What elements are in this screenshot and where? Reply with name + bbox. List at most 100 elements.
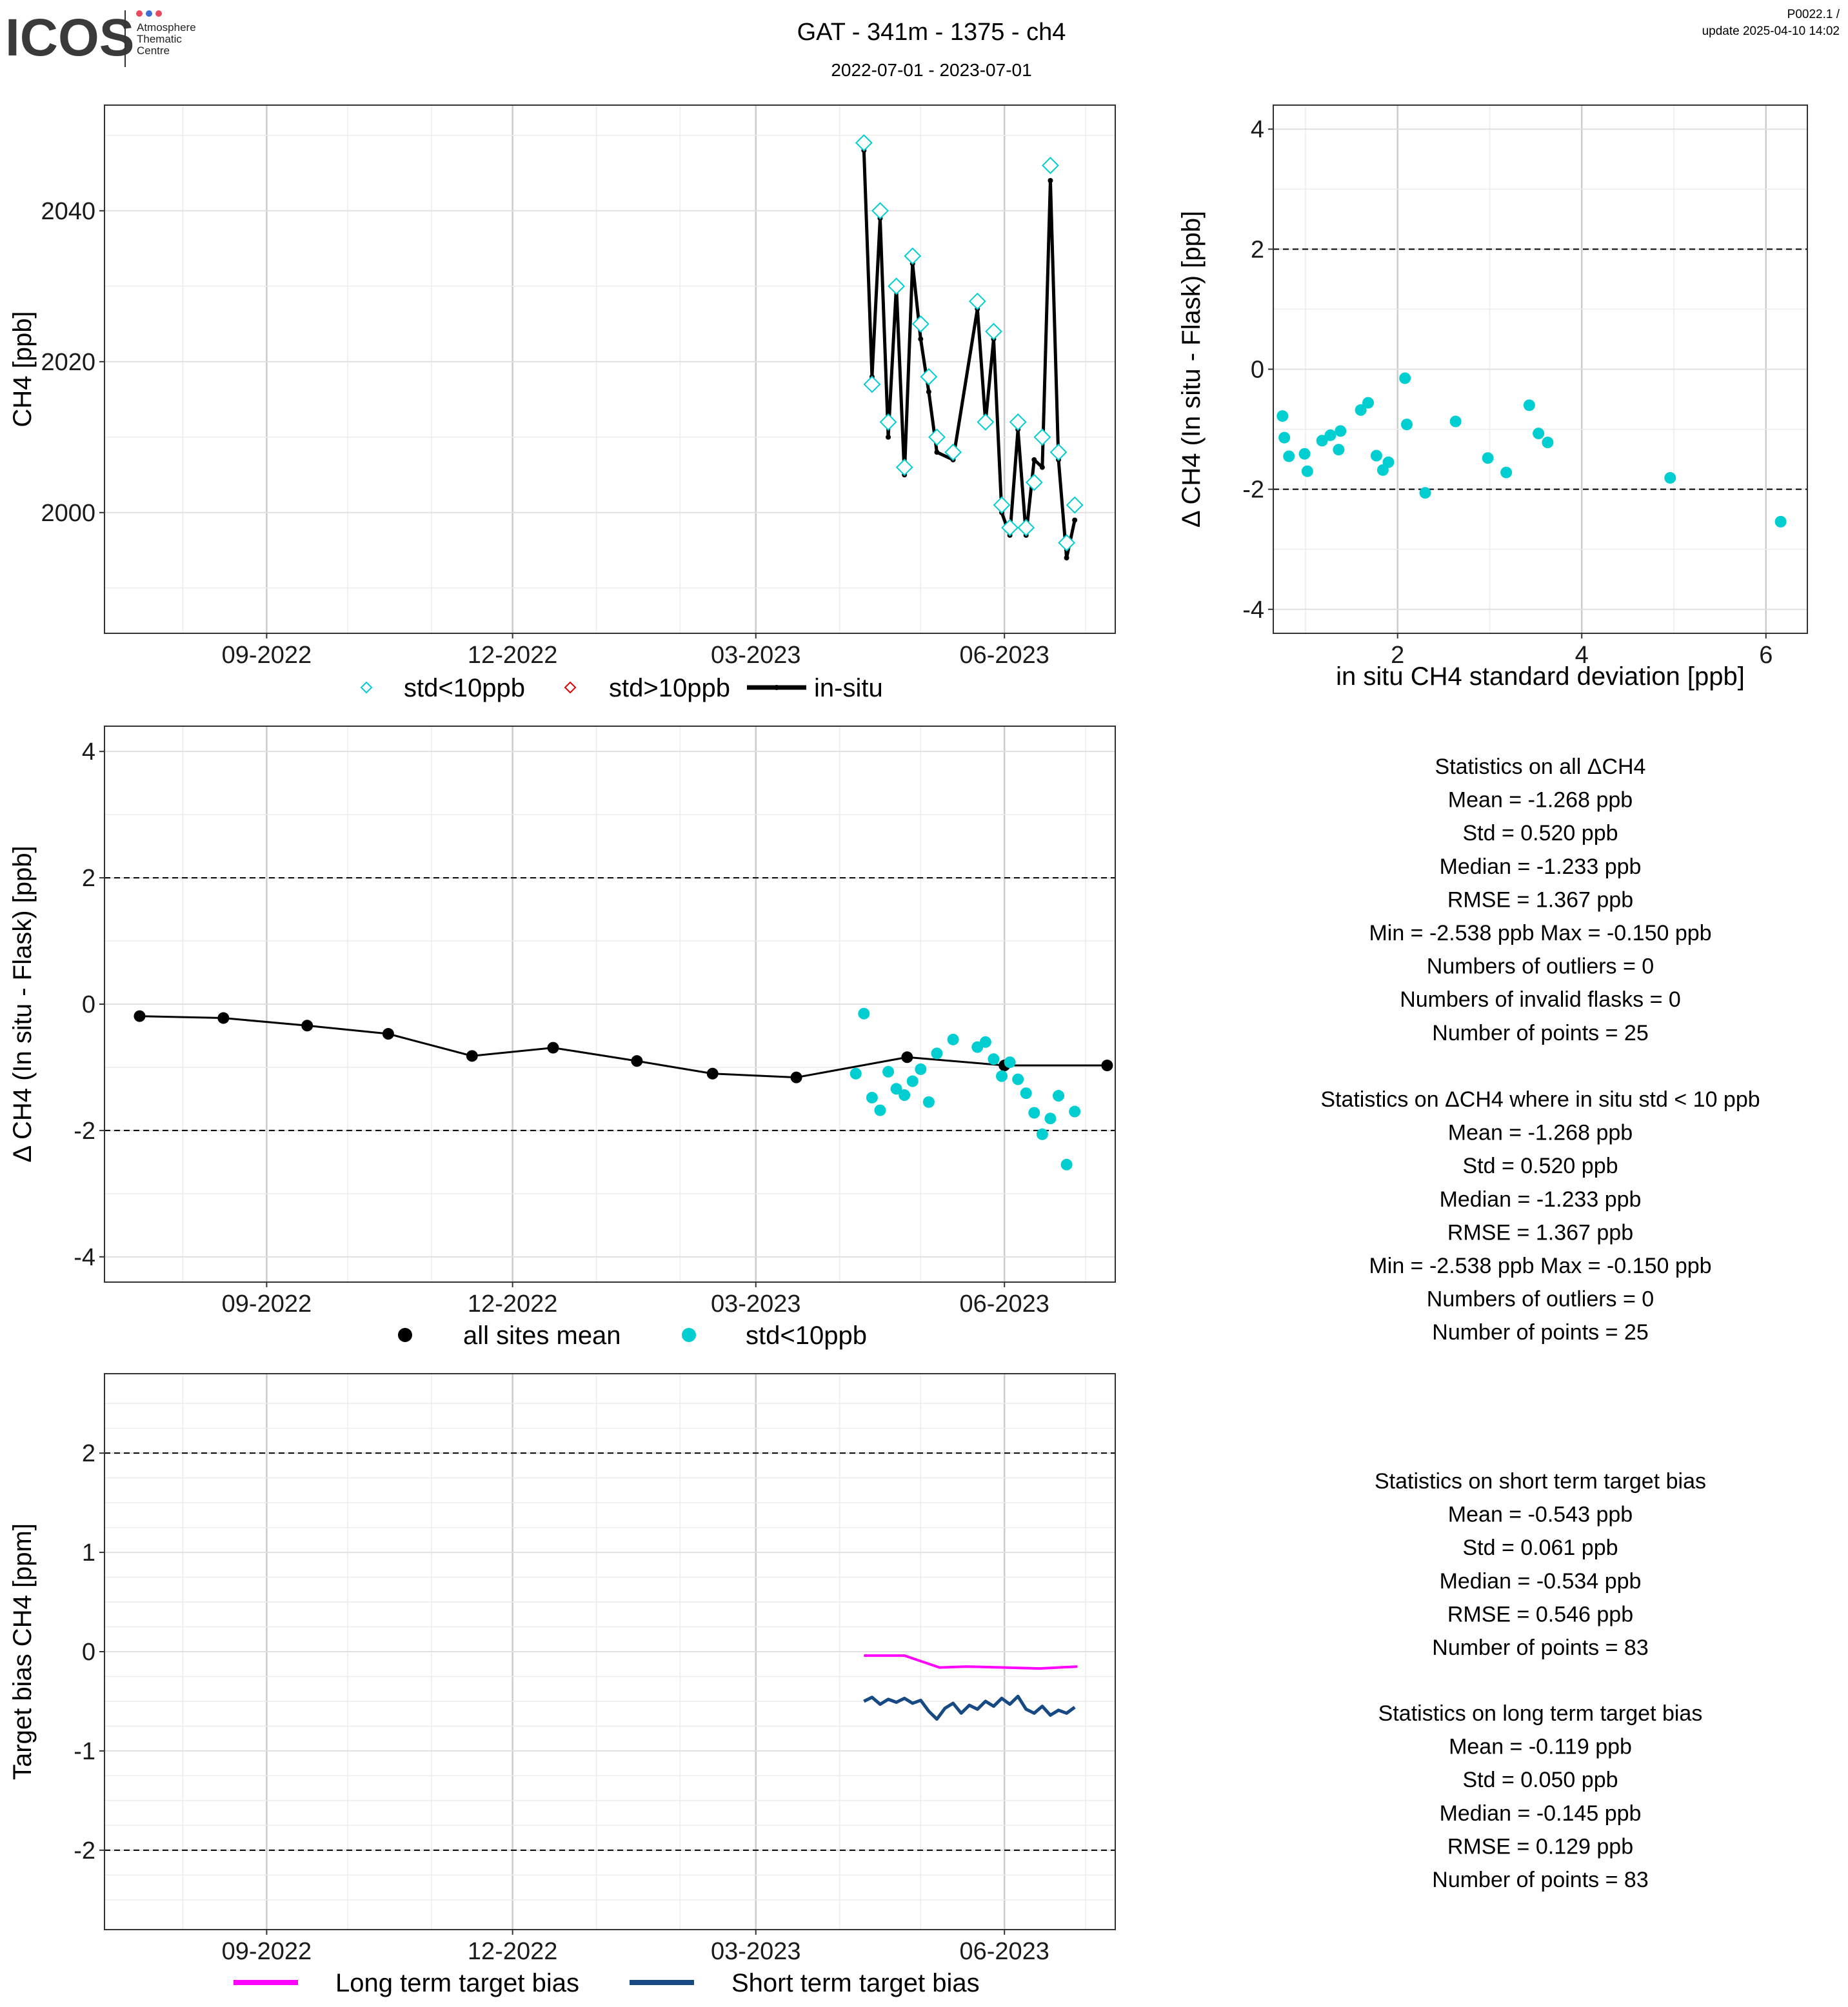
legend-label: std>10ppb [609,674,730,702]
stats-line: Median = -1.233 ppb [1440,1187,1642,1212]
x-tick-label: 09-2022 [222,642,312,669]
y-tick-label: 2 [1251,236,1264,263]
stats-line: Number of points = 83 [1432,1868,1648,1892]
y-tick-label: 0 [1251,357,1264,384]
page-title: GAT - 341m - 1375 - ch4 [797,19,1066,46]
flask-marker-std-lt-10 [855,134,873,152]
scatter-point [1370,450,1382,462]
stats-line: Number of points = 25 [1432,1320,1648,1345]
scatter-point [1533,428,1545,440]
scatter-point [1333,444,1345,456]
delta-point-std-lt-10 [1053,1090,1065,1102]
flask-marker-std-lt-10 [1033,428,1051,446]
y-axis-title: CH4 [ppb] [8,311,37,427]
in-situ-point [1064,555,1069,560]
flask-marker-std-lt-10 [1049,443,1068,461]
all-sites-mean-point [901,1051,913,1063]
x-tick-label: 09-2022 [222,1938,312,1965]
all-sites-mean-point [706,1067,719,1080]
stats-line: Median = -1.233 ppb [1440,855,1642,879]
y-tick-label: 4 [82,738,95,766]
delta-point-std-lt-10 [1028,1107,1040,1119]
delta-point-std-lt-10 [1012,1073,1024,1085]
stats-line: Number of points = 25 [1432,1021,1648,1045]
delta-point-std-lt-10 [931,1047,943,1060]
delta-timeseries-panel: -4 -2 0 2 4 09-2022 12-2022 03-2023 06-2023 Δ CH4… [8,726,1116,1350]
x-tick-label: 03-2023 [711,642,800,669]
x-tick-label: 2 [1391,642,1404,669]
delta-point-std-lt-10 [947,1033,959,1045]
all-sites-mean-point [466,1050,478,1062]
logo-dot [155,10,162,17]
flask-marker-std-lt-10 [1066,496,1084,514]
y-tick-label: 2000 [41,500,95,527]
x-axis-title: in situ CH4 standard deviation [ppb] [1336,662,1745,691]
y-tick-label: 0 [82,991,95,1018]
y-tick-label: 4 [1251,116,1264,143]
delta-point-std-lt-10 [1020,1087,1032,1100]
logo-caption-line: Atmosphere [137,21,196,34]
scatter-point [1298,448,1311,460]
in-situ-point [918,336,924,342]
flask-marker-std-lt-10 [871,202,889,220]
scatter-point [1664,471,1676,484]
stats-line: RMSE = 1.367 ppb [1447,887,1633,912]
y-tick-label: -4 [74,1244,95,1271]
stats-line: Std = 0.520 ppb [1462,1154,1618,1178]
plot-frame [104,104,1116,634]
stats-line: Numbers of invalid flasks = 0 [1400,987,1681,1012]
legend: Long term target bias Short term target b… [233,1969,980,1997]
in-situ-point [1072,517,1078,523]
flask-marker-std-lt-10 [1025,473,1043,491]
delta-point-std-lt-10 [866,1091,878,1103]
all-sites-mean-point [382,1028,394,1040]
stats-title: Statistics on ΔCH4 where in situ std < 1… [1320,1087,1760,1112]
scatter-point [1399,372,1411,384]
delta-point-std-lt-10 [988,1053,1000,1065]
logo-caption-line: Thematic [137,33,182,45]
delta-point-std-lt-10 [915,1063,927,1075]
target-bias-panel: -2 -1 0 1 2 09-2022 12-2022 03-2023 06-2023 Targe… [8,1373,1116,1997]
flask-marker-std-lt-10 [863,375,881,393]
scatter-point [1278,431,1291,444]
scatter-point [1401,419,1413,431]
all-sites-mean-point [790,1071,802,1083]
flask-marker-std-lt-10 [977,413,995,431]
update-label: update 2025-04-10 14:02 [1702,25,1840,38]
scatter-point [1382,456,1395,468]
legend-marker-std-gt-10 [564,681,577,694]
statistics-panel: Statistics on all ΔCH4 Mean = -1.268 ppb S… [1320,755,1760,1892]
in-situ-point [1039,464,1045,470]
scatter-point [1449,415,1462,428]
delta-point-std-lt-10 [874,1104,886,1116]
x-tick-label: 09-2022 [222,1290,312,1318]
logo-wordmark: ICOS [5,8,134,67]
all-sites-mean-point [631,1055,643,1067]
flask-marker-std-lt-10 [928,428,946,446]
y-tick-label: 1 [82,1539,95,1567]
legend-label: Long term target bias [335,1969,579,1997]
flask-marker-std-lt-10 [888,277,906,295]
delta-point-std-lt-10 [1004,1056,1016,1069]
legend-marker-std-lt-10 [682,1328,696,1342]
x-tick-label: 06-2023 [959,1290,1049,1318]
stats-line: Mean = -1.268 ppb [1448,788,1633,813]
y-tick-label: 2040 [41,198,95,225]
y-tick-label: -4 [1242,597,1264,624]
delta-point-std-lt-10 [882,1065,895,1078]
delta-point-std-lt-10 [996,1070,1008,1082]
y-tick-label: 0 [82,1639,95,1666]
stats-line: Min = -2.538 ppb Max = -0.150 ppb [1369,1254,1711,1278]
flask-marker-std-lt-10 [968,292,986,310]
scatter-point [1542,437,1554,449]
y-axis-title: Target bias CH4 [ppm] [8,1523,37,1780]
long-term-bias-line [864,1654,1078,1670]
plot-frame [104,1373,1116,1930]
scatter-point [1324,429,1336,441]
logo-caption-line: Centre [137,44,170,57]
plot-frame [104,726,1116,1283]
scatter-point [1523,399,1535,411]
scatter-point [1316,435,1328,447]
flask-marker-std-lt-10 [911,315,929,333]
